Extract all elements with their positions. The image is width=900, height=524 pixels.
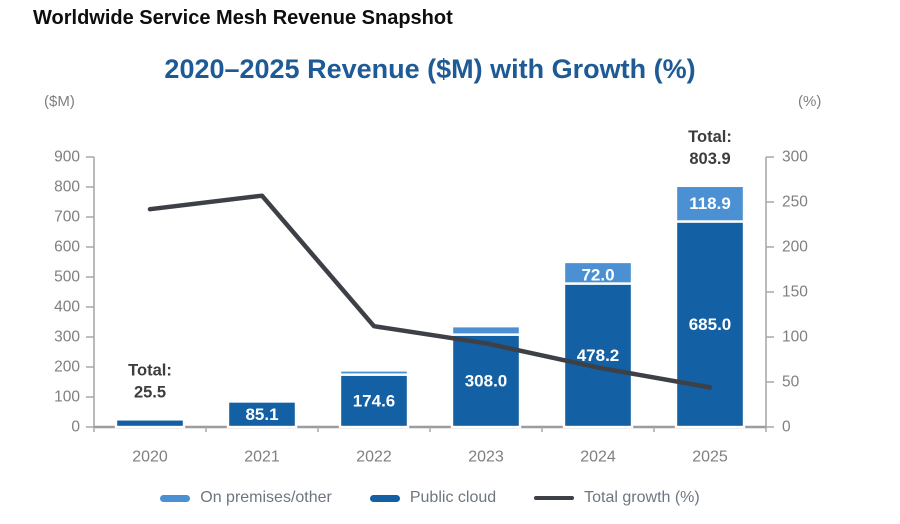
- bar-2023-on-premises-other: [450, 325, 522, 336]
- right-axis-tick-label-150: 150: [782, 284, 808, 301]
- bar-2021-public-cloud: [226, 400, 298, 429]
- left-axis-tick-label-100: 100: [54, 389, 80, 406]
- public-cloud-swatch-icon: [369, 494, 400, 502]
- left-axis-tick-label-500: 500: [54, 269, 80, 286]
- bar-2025-public-cloud: [674, 220, 746, 429]
- x-axis-label-2025: 2025: [692, 449, 728, 466]
- legend-label: Total growth (%): [584, 489, 700, 506]
- left-axis-tick-label-700: 700: [54, 209, 80, 226]
- bar-value-label-174.6: 174.6: [353, 391, 396, 410]
- bar-2024-on-premises-other: [562, 260, 634, 285]
- on-premises-swatch-icon: [160, 494, 191, 502]
- total-annotation-2020-line-1: 25.5: [134, 383, 166, 401]
- legend-label: Public cloud: [409, 489, 497, 506]
- legend-item-total-growth: Total growth (%): [534, 489, 700, 507]
- chart-legend: On premises/other Public cloud Total gro…: [94, 489, 766, 507]
- right-axis-unit-label: (%): [798, 93, 822, 110]
- total-annotation-2020-line-0: Total:: [128, 361, 172, 379]
- right-axis-tick-label-100: 100: [782, 329, 808, 346]
- left-axis-tick-label-0: 0: [71, 419, 80, 436]
- legend-label: On premises/other: [200, 489, 332, 506]
- x-axis-label-2023: 2023: [468, 449, 504, 466]
- bar-value-label-685.0: 685.0: [689, 315, 732, 334]
- total-annotation-2025-line-0: Total:: [688, 128, 732, 146]
- total-growth-line: [147, 193, 713, 390]
- bar-value-label-72.0: 72.0: [581, 265, 614, 284]
- left-axis-unit-label: ($M): [44, 93, 75, 110]
- bar-2022-public-cloud: [338, 373, 410, 429]
- right-axis-tick-label-300: 300: [782, 149, 808, 166]
- bar-2025-on-premises-other: [674, 184, 746, 223]
- legend-item-on-premises: On premises/other: [160, 489, 332, 507]
- bar-value-label-308.0: 308.0: [465, 371, 508, 390]
- right-axis-tick-label-50: 50: [782, 374, 800, 391]
- x-axis-label-2021: 2021: [244, 449, 280, 466]
- bar-value-label-478.2: 478.2: [577, 346, 620, 365]
- x-axis-label-2024: 2024: [580, 449, 616, 466]
- right-axis-tick-label-0: 0: [782, 419, 791, 436]
- left-axis-tick-label-400: 400: [54, 299, 80, 316]
- x-axis-label-2022: 2022: [356, 449, 392, 466]
- chart-title: 2020–2025 Revenue ($M) with Growth (%): [164, 54, 696, 84]
- legend-item-public-cloud: Public cloud: [369, 489, 497, 507]
- bar-2020-public-cloud: [114, 418, 186, 429]
- total-annotation-2025-line-1: 803.9: [689, 150, 730, 168]
- total-growth-line-swatch-icon: [534, 495, 575, 501]
- page-title: Worldwide Service Mesh Revenue Snapshot: [33, 7, 453, 29]
- right-axis-tick-label-200: 200: [782, 239, 808, 256]
- right-axis-tick-label-250: 250: [782, 194, 808, 211]
- bar-value-label-85.1: 85.1: [245, 405, 278, 424]
- left-axis-tick-label-900: 900: [54, 149, 80, 166]
- left-axis-tick-label-600: 600: [54, 239, 80, 256]
- x-axis-label-2020: 2020: [132, 449, 168, 466]
- left-axis-tick-label-200: 200: [54, 359, 80, 376]
- bar-2024-public-cloud: [562, 282, 634, 429]
- bar-value-label-118.9: 118.9: [689, 194, 731, 213]
- left-axis-tick-label-300: 300: [54, 329, 80, 346]
- bar-2022-on-premises-other: [338, 369, 410, 376]
- left-axis-tick-label-800: 800: [54, 179, 80, 196]
